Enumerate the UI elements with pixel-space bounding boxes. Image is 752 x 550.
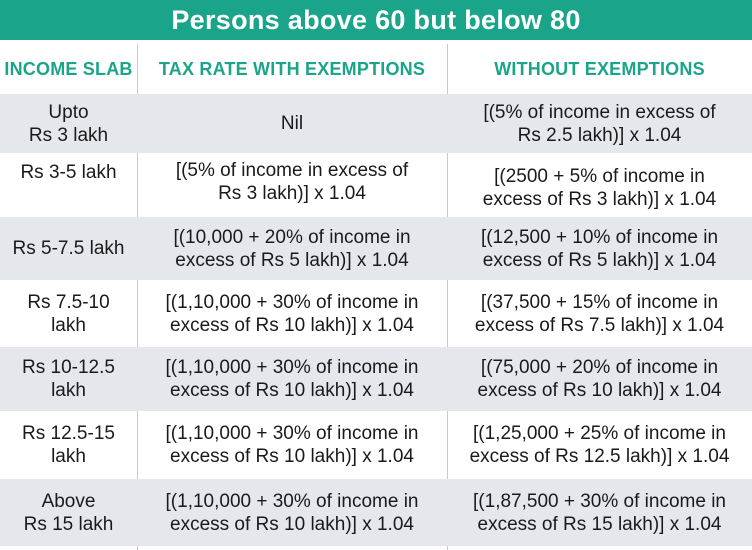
table-title: Persons above 60 but below 80 — [0, 0, 752, 40]
cell-tax-without-exemptions: [(1,87,500 + 30% of income in excess of … — [473, 490, 726, 535]
cell-income-slab: Rs 5-7.5 lakh — [12, 238, 125, 259]
cell-tax-with-exemptions: [(10,000 + 20% of income in excess of Rs… — [173, 226, 411, 271]
cell-income-slab: Rs 10-12.5 lakh — [22, 357, 115, 401]
cell-tax-with-exemptions: Nil — [280, 113, 304, 134]
cell-tax-with-exemptions: [(5% of income in excess of Rs 3 lakh)] … — [175, 160, 409, 204]
cell-tax-without-exemptions: [(75,000 + 20% of income in excess of Rs… — [477, 357, 722, 401]
table-body: Upto Rs 3 lakh Nil [(5% of income in exc… — [0, 94, 752, 546]
table-header-row: INCOME SLAB TAX RATE WITH EXEMPTIONS WIT… — [0, 44, 752, 94]
header-without-exemptions: WITHOUT EXEMPTIONS — [494, 58, 705, 79]
cell-income-slab: Rs 7.5-10 lakh — [27, 291, 110, 336]
cell-tax-with-exemptions: [(1,10,000 + 30% of income in excess of … — [165, 423, 419, 467]
table-row: Rs 12.5-15 lakh [(1,10,000 + 30% of inco… — [0, 411, 752, 479]
cell-tax-without-exemptions: [(1,25,000 + 25% of income in excess of … — [469, 423, 730, 467]
column-divider — [137, 44, 138, 550]
cell-tax-without-exemptions: [(12,500 + 10% of income in excess of Rs… — [480, 226, 719, 271]
column-divider — [447, 44, 448, 550]
header-tax-rate-with-exemptions: TAX RATE WITH EXEMPTIONS — [158, 58, 426, 79]
cell-tax-without-exemptions: [(37,500 + 15% of income in excess of Rs… — [474, 291, 725, 336]
cell-income-slab: Rs 12.5-15 lakh — [22, 423, 115, 467]
cell-income-slab: Above Rs 15 lakh — [23, 490, 114, 535]
cell-tax-without-exemptions: [(2500 + 5% of income in excess of Rs 3 … — [482, 166, 717, 210]
header-income-slab: INCOME SLAB — [4, 58, 133, 79]
cell-tax-without-exemptions: [(5% of income in excess of Rs 2.5 lakh)… — [483, 101, 716, 146]
cell-tax-with-exemptions: [(1,10,000 + 30% of income in excess of … — [165, 490, 419, 535]
cell-income-slab: Upto Rs 3 lakh — [28, 101, 109, 146]
table-row: Above Rs 15 lakh [(1,10,000 + 30% of inc… — [0, 479, 752, 546]
cell-tax-with-exemptions: [(1,10,000 + 30% of income in excess of … — [165, 357, 419, 401]
table-row: Rs 5-7.5 lakh [(10,000 + 20% of income i… — [0, 217, 752, 280]
table-row: Rs 10-12.5 lakh [(1,10,000 + 30% of inco… — [0, 347, 752, 411]
cell-income-slab: Rs 3-5 lakh — [20, 162, 117, 183]
table-row: Rs 3-5 lakh [(5% of income in excess of … — [0, 153, 752, 217]
cell-tax-with-exemptions: [(1,10,000 + 30% of income in excess of … — [165, 291, 419, 336]
table-row: Upto Rs 3 lakh Nil [(5% of income in exc… — [0, 94, 752, 153]
table-row: Rs 7.5-10 lakh [(1,10,000 + 30% of incom… — [0, 280, 752, 347]
